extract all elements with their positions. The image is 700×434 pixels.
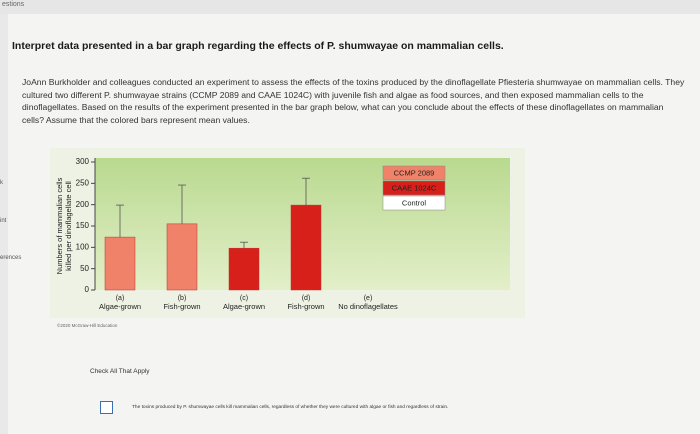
legend-label: CCMP 2089: [394, 168, 435, 177]
bar: [166, 223, 198, 291]
bar: [228, 247, 260, 291]
top-bar: estions: [0, 0, 700, 14]
chart: 0 50 100 150 200 250 300 Numbers of mammalian c…: [50, 148, 525, 318]
heading: Interpret data presented in a bar graph …: [12, 40, 504, 52]
legend-swatch: [382, 165, 446, 181]
sidebar-item[interactable]: int: [0, 218, 7, 224]
y-tick-label: 250: [76, 178, 90, 187]
category-letter: (b): [178, 295, 187, 302]
legend-swatch: [382, 195, 446, 211]
question-text: JoAnn Burkholder and colleagues conducte…: [22, 77, 685, 125]
y-tick-label: 300: [76, 157, 90, 166]
y-tick-label: 200: [76, 200, 90, 209]
instruction: Check All That Apply: [90, 368, 150, 375]
sidebar: [0, 14, 8, 434]
sidebar-item[interactable]: k: [0, 180, 3, 186]
bar: [104, 236, 136, 291]
sidebar-item[interactable]: erences: [0, 255, 22, 261]
y-tick-label: 100: [76, 242, 90, 251]
x-tick-label: Algae-grown: [99, 302, 141, 311]
option-text[interactable]: The toxins produced by P. shumwayae cell…: [132, 405, 449, 410]
y-axis-label: Numbers of mammalian cells: [55, 177, 64, 274]
category-letter: (a): [116, 295, 125, 302]
x-tick-label: No dinoflagellates: [338, 302, 398, 311]
legend-label: Control: [402, 198, 427, 207]
copyright: ©2020 McGraw-Hill Education: [57, 323, 118, 328]
category-letter: (c): [240, 295, 248, 302]
y-tick-label: 0: [85, 285, 90, 294]
x-tick-label: Fish-grown: [163, 302, 200, 311]
legend-label: CAAE 1024C: [392, 183, 437, 192]
x-tick-label: Fish-grown: [287, 302, 324, 311]
y-axis-label: killed per dinoflagellate cell: [64, 181, 73, 271]
checkbox[interactable]: [100, 401, 113, 414]
bar: [290, 204, 322, 291]
legend-swatch: [382, 180, 446, 196]
y-tick-label: 50: [80, 264, 89, 273]
tab-label: estions: [2, 1, 25, 8]
category-letter: (e): [364, 295, 373, 302]
category-letter: (d): [302, 295, 311, 302]
x-tick-label: Algae-grown: [223, 302, 265, 311]
y-tick-label: 150: [76, 221, 90, 230]
